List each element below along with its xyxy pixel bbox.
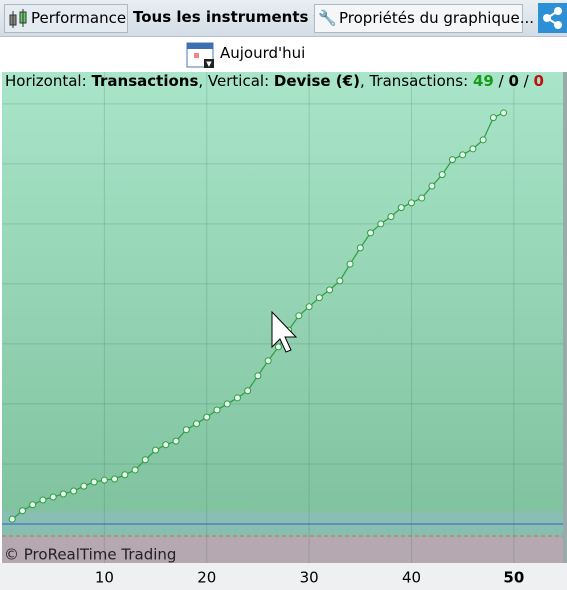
wrench-icon: 🔧 [318,9,337,27]
data-point [152,446,160,454]
data-point [397,204,405,212]
data-point [428,182,436,190]
properties-button[interactable]: 🔧 Propriétés du graphique... [314,4,534,33]
info-vertical-label: , Vertical: [198,72,269,90]
data-point [500,109,508,117]
data-point [121,471,129,479]
data-point [387,213,395,221]
x-tick-label: 50 [503,569,524,587]
candle-icon [9,9,27,28]
data-point [459,151,467,159]
data-point [59,490,67,498]
data-point [90,478,98,486]
data-point [336,277,344,285]
performance-label: Performance [31,9,127,27]
data-point [203,413,211,421]
x-tick-label: 30 [300,569,319,587]
plot-background [2,72,563,563]
data-point [489,114,497,122]
data-point [356,244,364,252]
data-point [18,507,26,515]
data-point [377,220,385,228]
instruments-label: Tous les instruments [133,8,309,26]
data-point [479,136,487,144]
info-line: Horizontal: Transactions, Vertical: Devi… [5,72,544,90]
data-point [162,441,170,449]
data-point [80,482,88,490]
neutral-count: 0 [508,72,518,90]
data-point [418,194,426,202]
data-point [70,487,78,495]
right-edge [563,72,567,563]
data-point [141,456,149,464]
data-point [100,476,108,484]
data-point [193,420,201,428]
data-point [448,156,456,164]
info-transactions-label: , Transactions: [360,72,468,90]
separator: / [524,72,530,90]
properties-label: Propriétés du graphique... [339,9,535,27]
toolbar: Performance Tous les instruments ▼ 🔧 Pro… [0,0,567,37]
data-point [367,229,375,237]
separator: / [499,72,505,90]
data-point [8,515,16,523]
data-point [407,199,415,207]
chart: Horizontal: Transactions, Vertical: Devi… [0,72,567,590]
loss-band [2,537,563,563]
data-point [274,343,282,351]
x-tick-label: 10 [95,569,114,587]
data-point [182,426,190,434]
info-horizontal-value: Transactions [91,72,198,90]
x-axis-area [0,563,567,590]
share-icon [543,7,562,29]
winning-count: 49 [473,72,494,90]
data-point [346,260,354,268]
data-point [264,357,272,365]
today-label: Aujourd'hui [220,44,306,62]
data-point [254,372,262,380]
info-vertical-value: Devise (€) [274,72,360,90]
svg-text:▼: ▼ [206,60,212,68]
data-point [295,312,303,320]
data-point [305,303,313,311]
share-button[interactable] [538,3,567,33]
data-point [233,394,241,402]
mouse-cursor [271,310,298,353]
data-point [469,145,477,153]
data-point [29,501,37,509]
data-point [172,437,180,445]
data-point [49,493,57,501]
losing-count: 0 [534,72,544,90]
zero-band [2,512,563,537]
data-point [223,400,231,408]
info-horizontal-label: Horizontal: [5,72,87,90]
calendar-icon: ▼ [186,42,214,68]
data-point [213,406,221,414]
data-point [315,294,323,302]
data-point [111,475,119,483]
x-tick-label: 40 [402,569,421,587]
instruments-dropdown[interactable]: Tous les instruments ▼ [133,4,321,31]
data-point [326,286,334,294]
copyright: © ProRealTime Trading [4,546,176,564]
x-tick-label: 20 [197,569,216,587]
data-point [244,387,252,395]
performance-button[interactable]: Performance [4,4,128,33]
data-point [438,171,446,179]
data-point [39,496,47,504]
data-point [131,466,139,474]
